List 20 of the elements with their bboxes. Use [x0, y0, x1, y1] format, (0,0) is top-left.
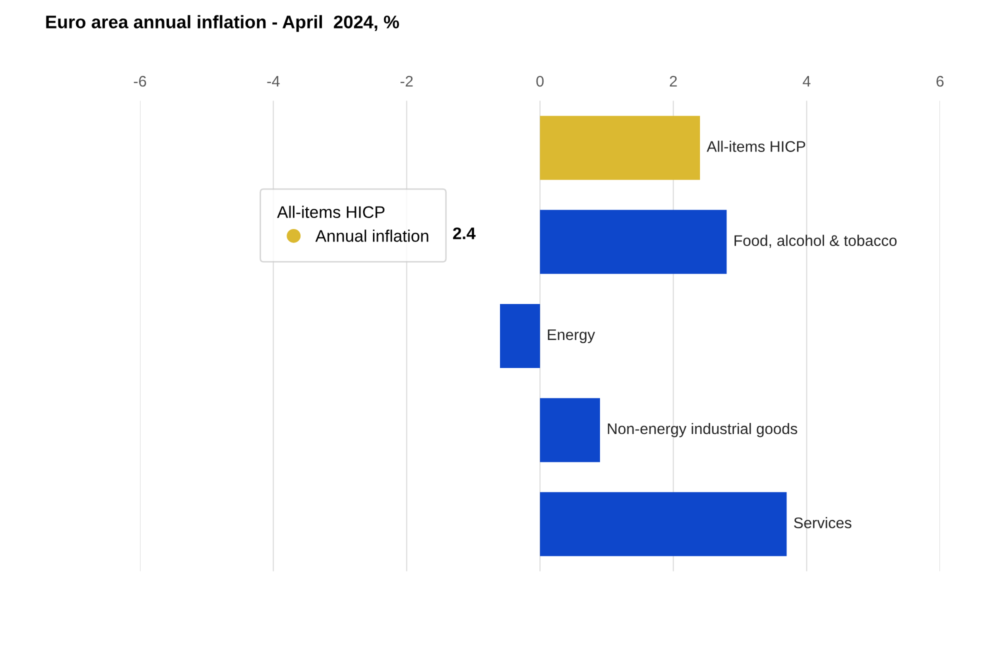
x-tick-label: 6 — [936, 76, 944, 87]
bar — [540, 492, 787, 556]
bar — [540, 398, 600, 462]
x-tick-label: 0 — [536, 76, 544, 87]
y-tick-label: Energy — [548, 329, 596, 344]
x-tick-label: -2 — [400, 76, 413, 87]
chart-title: Euro area annual inflation - April 2024, % — [46, 15, 400, 32]
bar — [540, 116, 700, 180]
y-tick-label: Non-energy industrial goods — [608, 422, 798, 438]
x-tick-label: -4 — [267, 76, 280, 87]
legend-label: Annual inflation — [315, 230, 428, 242]
bar — [540, 210, 727, 274]
y-tick-label: Services — [794, 517, 852, 528]
annotation: 2.4 — [453, 227, 476, 240]
bar — [500, 304, 540, 368]
legend-title: All-items HICP — [277, 206, 384, 218]
x-tick-label: 4 — [802, 76, 810, 87]
x-tick-label: -6 — [134, 76, 146, 87]
y-tick-label: Food, alcohol & tobacco — [734, 234, 897, 248]
x-tick-label: 2 — [670, 76, 677, 87]
